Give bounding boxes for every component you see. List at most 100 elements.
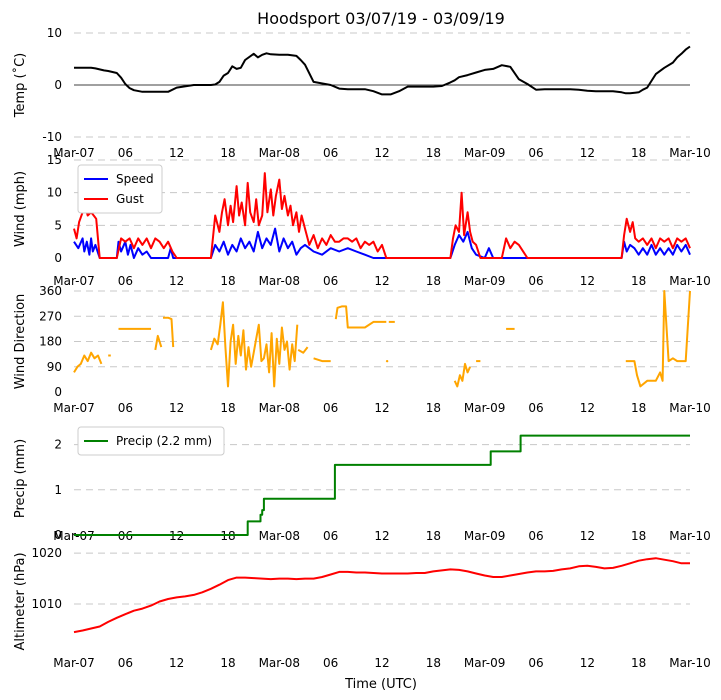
direction-series-direction — [163, 316, 175, 348]
direction-y-tick-label: 270 — [39, 309, 62, 323]
direction-series-direction — [453, 362, 472, 388]
wind-y-tick-label: 10 — [47, 186, 62, 200]
direction-x-tick-label: 12 — [374, 401, 389, 415]
direction-x-tick-label: 12 — [580, 401, 595, 415]
direction-y-tick-label: 0 — [54, 385, 62, 399]
wind-x-tick-label: 12 — [580, 274, 595, 288]
precip-x-tick-label: 06 — [528, 529, 543, 543]
direction-series-point — [385, 359, 389, 363]
wind-y-tick-label: 0 — [54, 251, 62, 265]
wind-y-tick-label: 15 — [47, 153, 62, 167]
temp-x-tick-label: 06 — [118, 146, 133, 160]
temp-x-tick-label: Mar-08 — [259, 146, 300, 160]
temp-x-tick-label: 18 — [220, 146, 235, 160]
wind-x-tick-label: 06 — [118, 274, 133, 288]
temp-x-tick-label: 18 — [426, 146, 441, 160]
wind-series-speed — [73, 227, 691, 259]
precip-x-tick-label: Mar-08 — [259, 529, 300, 543]
temp-y-tick-label: 10 — [47, 26, 62, 40]
precip-y-tick-label: 2 — [54, 438, 62, 452]
altimeter-x-tick-label: 06 — [528, 656, 543, 670]
altimeter-x-tick-label: 18 — [220, 656, 235, 670]
altimeter-y-axis-label: Altimeter (hPa) — [13, 552, 28, 650]
direction-y-tick-label: 90 — [47, 360, 62, 374]
direction-x-tick-label: 18 — [220, 401, 235, 415]
precip-x-tick-label: 18 — [426, 529, 441, 543]
direction-y-tick-label: 360 — [39, 284, 62, 298]
wind-x-tick-label: 18 — [220, 274, 235, 288]
altimeter-y-tick-label: 1010 — [31, 597, 62, 611]
wind-panel: 0 5 10 15 Wind (mph) Mar-07 06 12 18 Mar-08 06 12 18… — [13, 153, 711, 288]
precip-x-tick-label: 12 — [374, 529, 389, 543]
direction-x-tick-label: 06 — [528, 401, 543, 415]
temp-y-tick-label: -10 — [42, 130, 62, 144]
direction-series-direction — [209, 301, 299, 388]
wind-y-axis-label: Wind (mph) — [13, 171, 28, 247]
precip-x-tick-label: 18 — [631, 529, 646, 543]
direction-x-tick-label: 06 — [323, 401, 338, 415]
direction-x-tick-label: Mar-09 — [464, 401, 505, 415]
altimeter-x-tick-label: 06 — [118, 656, 133, 670]
altimeter-x-tick-label: 12 — [374, 656, 389, 670]
precip-legend: Precip (2.2 mm) — [77, 426, 225, 456]
wind-series-gust — [73, 172, 691, 259]
wind-x-tick-label: Mar-08 — [259, 274, 300, 288]
temp-series-temp — [74, 45, 691, 96]
precip-x-tick-label: 12 — [580, 529, 595, 543]
temp-panel: -10 0 10 Temp (˚C) Mar-07 06 12 18 Mar-08 06 12 18 M… — [12, 26, 711, 160]
direction-x-tick-label: 06 — [118, 401, 133, 415]
temp-x-tick-label: Mar-10 — [669, 146, 710, 160]
altimeter-x-tick-label: Mar-08 — [259, 656, 300, 670]
direction-y-tick-label: 180 — [39, 335, 62, 349]
wind-legend-label: Speed — [116, 172, 154, 186]
temp-x-tick-label: Mar-09 — [464, 146, 505, 160]
temp-x-tick-label: 12 — [580, 146, 595, 160]
wind-x-tick-label: 12 — [169, 274, 184, 288]
direction-x-tick-label: 18 — [631, 401, 646, 415]
altimeter-x-tick-label: 18 — [426, 656, 441, 670]
direction-y-axis-label: Wind Direction — [13, 294, 28, 390]
direction-panel: 0 90 180 270 360 Wind Direction Mar-07 06 12 18 Ma… — [13, 284, 711, 415]
x-axis-label: Time (UTC) — [344, 677, 417, 692]
direction-x-tick-label: Mar-08 — [259, 401, 300, 415]
precip-y-tick-label: 1 — [54, 483, 62, 497]
direction-series-direction — [297, 346, 309, 354]
wind-legend-label: Gust — [116, 192, 144, 206]
direction-x-tick-label: Mar-07 — [53, 401, 94, 415]
temp-y-tick-label: 0 — [54, 78, 62, 92]
wind-x-tick-label: Mar-10 — [669, 274, 710, 288]
temp-x-tick-label: 06 — [323, 146, 338, 160]
temp-x-tick-label: 18 — [631, 146, 646, 160]
wind-legend: Speed Gust — [77, 164, 163, 214]
direction-series-direction — [625, 290, 691, 388]
wind-x-tick-label: Mar-09 — [464, 274, 505, 288]
altimeter-y-tick-label: 1020 — [31, 546, 62, 560]
temp-y-axis-label: Temp (˚C) — [12, 53, 28, 119]
altimeter-x-tick-label: Mar-07 — [53, 656, 94, 670]
precip-x-tick-label: Mar-10 — [669, 529, 710, 543]
wind-legend-box — [77, 164, 163, 214]
wind-x-tick-label: 12 — [374, 274, 389, 288]
direction-x-tick-label: Mar-10 — [669, 401, 710, 415]
precip-y-tick-label: 0 — [54, 528, 62, 542]
direction-series-direction — [334, 305, 387, 329]
direction-series-direction — [313, 357, 331, 363]
altimeter-x-tick-label: 06 — [323, 656, 338, 670]
precip-x-tick-label: 06 — [323, 529, 338, 543]
altimeter-x-tick-label: Mar-09 — [464, 656, 505, 670]
altimeter-x-tick-label: Mar-10 — [669, 656, 710, 670]
temp-x-tick-label: Mar-07 — [53, 146, 94, 160]
wind-x-tick-label: Mar-07 — [53, 274, 94, 288]
wind-x-tick-label: 18 — [631, 274, 646, 288]
wind-x-tick-label: 06 — [528, 274, 543, 288]
direction-series-direction — [154, 334, 163, 351]
direction-x-tick-label: 18 — [426, 401, 441, 415]
precip-legend-box — [77, 426, 225, 456]
direction-x-tick-label: 12 — [169, 401, 184, 415]
temp-x-tick-label: 06 — [528, 146, 543, 160]
altimeter-x-tick-label: 12 — [580, 656, 595, 670]
